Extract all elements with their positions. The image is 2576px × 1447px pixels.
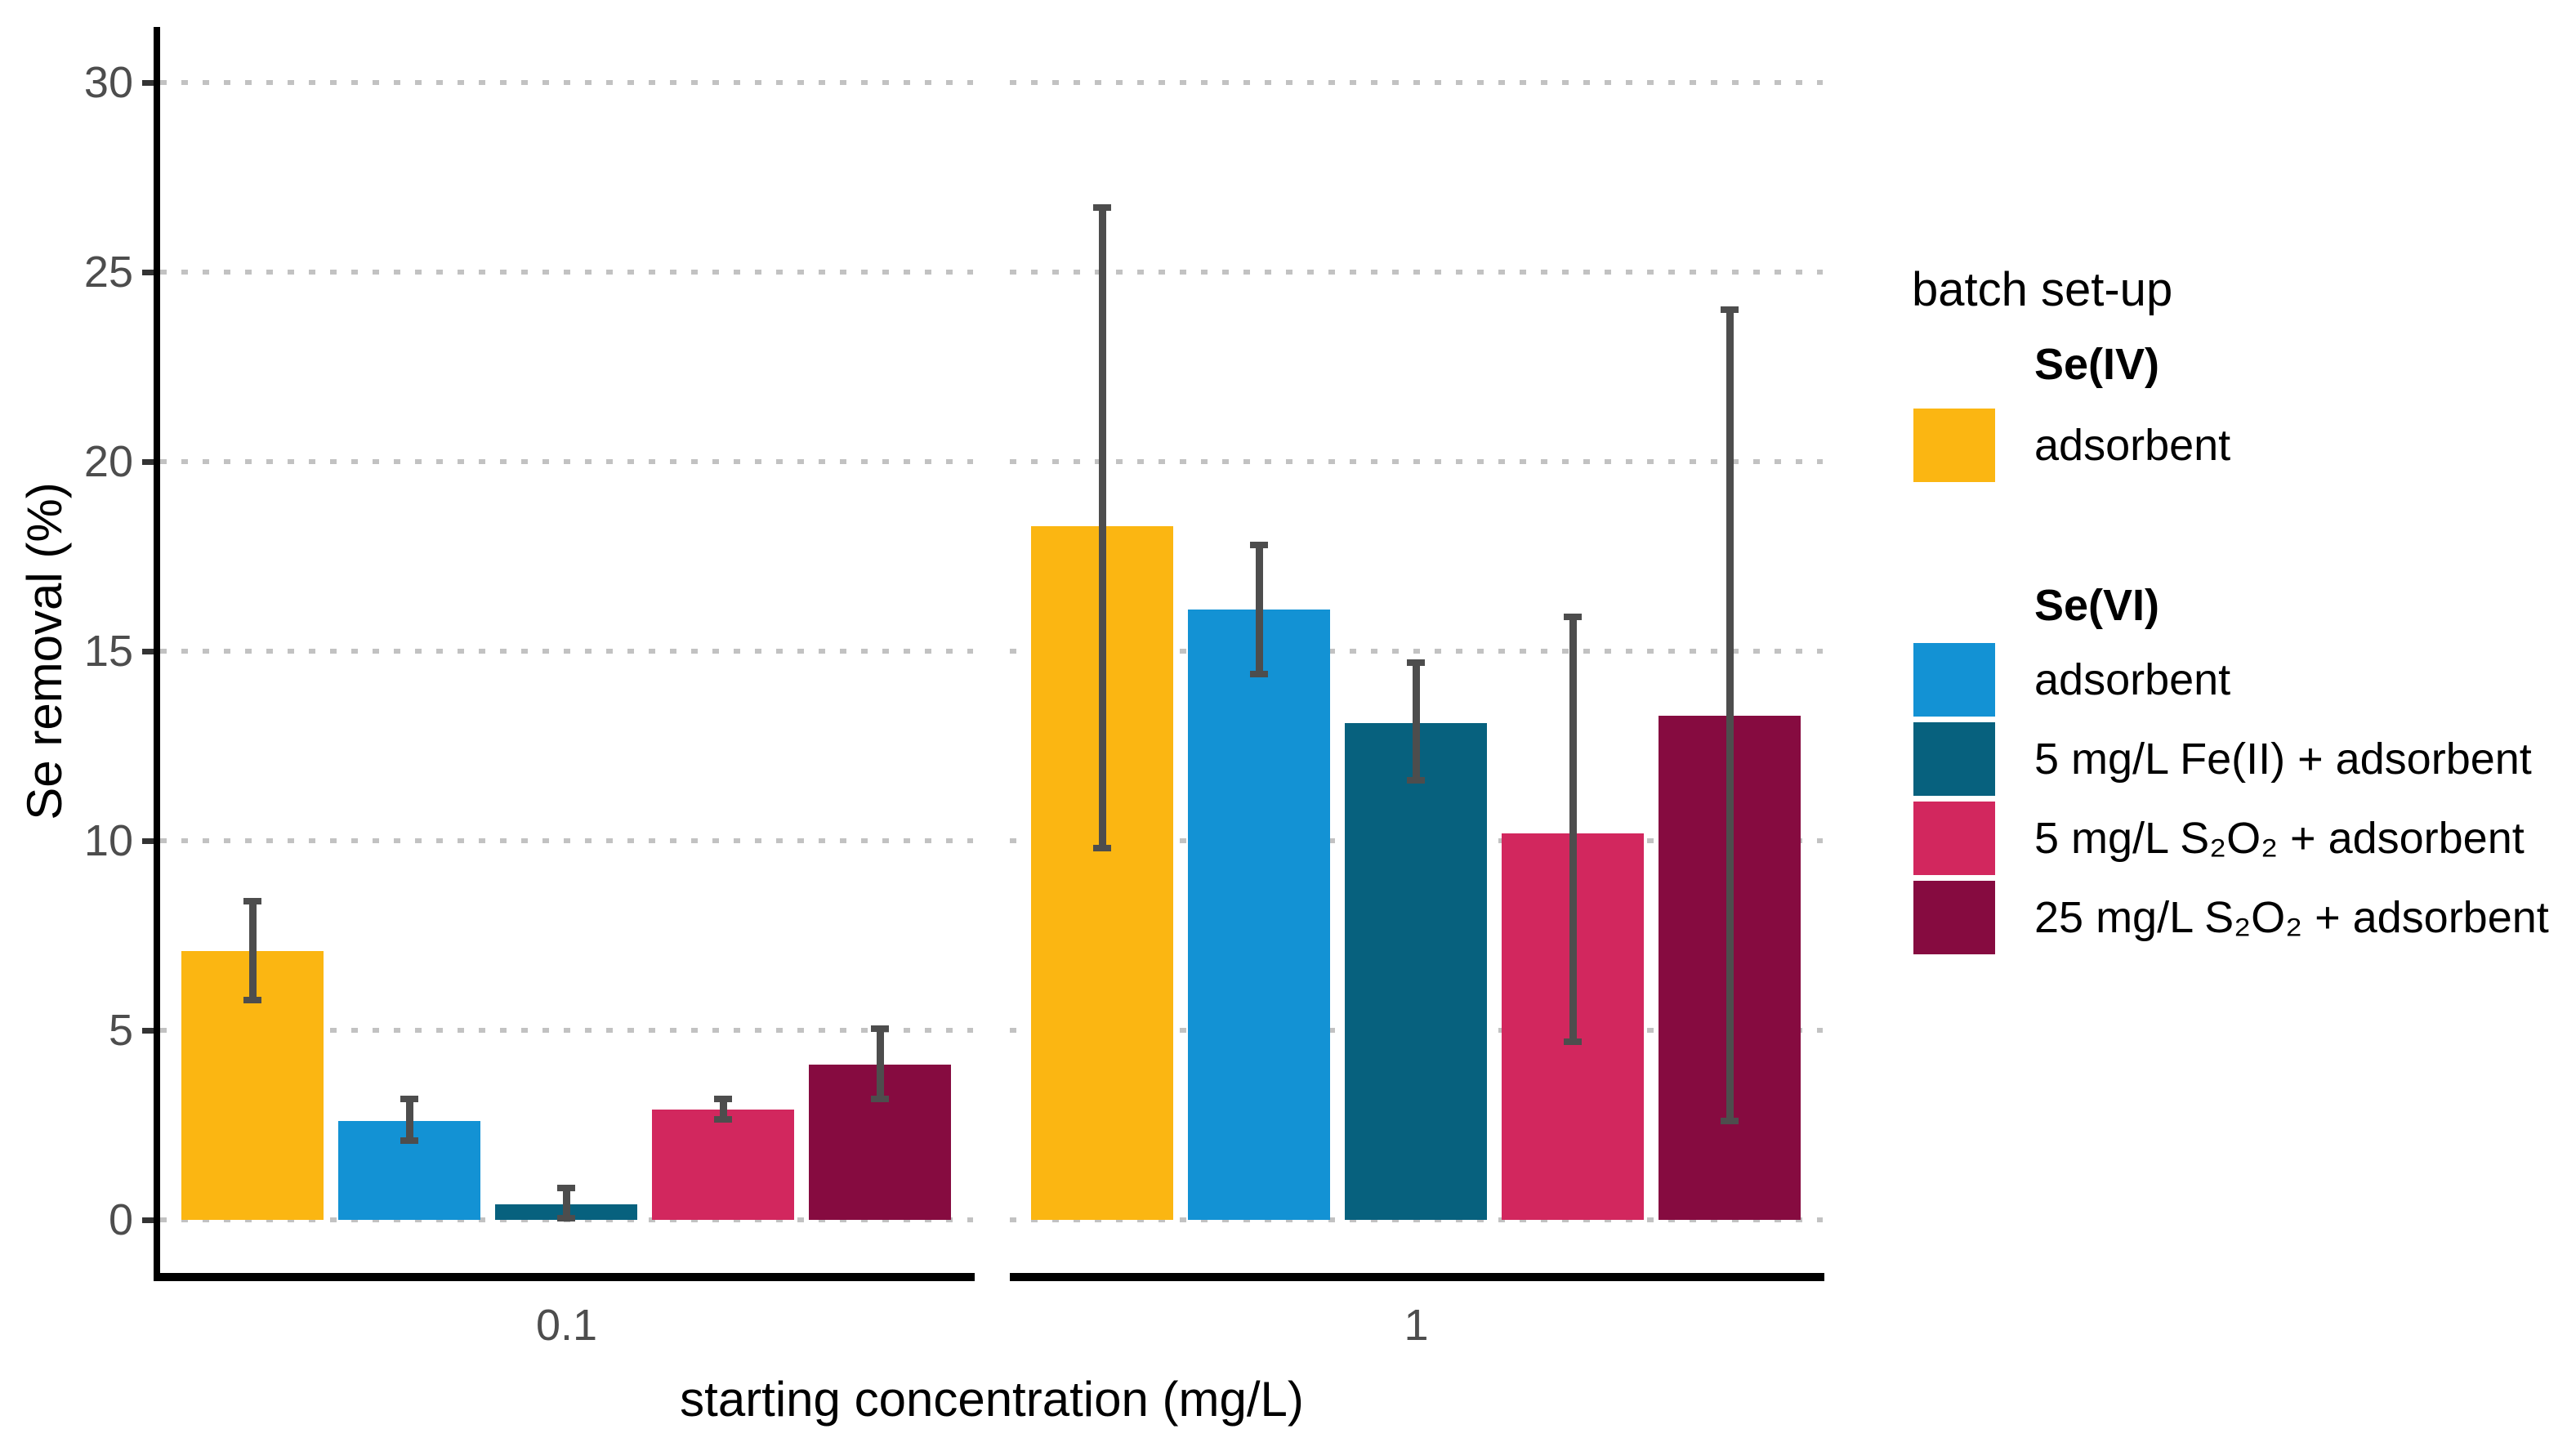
gridline-y20-panel0 [160,459,973,464]
gridline-y15-panel1 [1010,649,1823,654]
error-bar-cap-top [1564,614,1582,621]
y-tick-5 [142,1027,154,1034]
error-bar-cap-bottom [1407,776,1425,784]
error-bar-whisker [876,1028,884,1099]
gridline-y15-panel0 [160,649,973,654]
y-tick-30 [142,79,154,86]
legend-item-label: adsorbent [2034,421,2231,470]
error-bar-cap-top [714,1095,732,1102]
x-tick-label-1: 1 [1404,1301,1429,1350]
error-bar-cap-top [1721,306,1739,314]
legend-items: Se(IV) adsorbent Se(VI) adsorbent 5 mg/L Fe(… [1912,339,2549,954]
legend-swatch [1913,802,1995,875]
gridline-y25-panel0 [160,270,973,275]
error-bar-whisker [405,1098,413,1141]
error-bar-whisker [1098,208,1106,849]
y-axis-line [154,27,160,1281]
legend-swatch [1913,409,1995,482]
error-bar-cap-bottom [871,1095,889,1102]
legend-item: 5 mg/L S₂O₂ + adsorbent [1912,802,2549,875]
gridline-y0-panel1 [1010,1217,1823,1222]
gridline-y20-panel1 [1010,459,1823,464]
error-bar-cap-bottom [1093,845,1111,852]
error-bar-cap-bottom [1564,1038,1582,1045]
error-bar-cap-bottom [714,1116,732,1123]
legend-section-header: Se(IV) [2034,340,2160,389]
error-bar-cap-top [557,1184,575,1191]
error-bar-cap-top [1407,659,1425,666]
legend-title: batch set-up [1912,263,2173,316]
error-bar-cap-top [1093,204,1111,212]
legend-item: adsorbent [1912,643,2549,717]
gridline-y30-panel0 [160,80,973,85]
x-axis-line-panel0 [154,1273,975,1281]
error-bar-whisker [562,1187,570,1218]
error-bar-cap-top [1250,542,1268,549]
y-tick-15 [142,648,154,654]
error-bar-cap-top [871,1025,889,1032]
legend-swatch [1913,643,1995,717]
legend-item: 25 mg/L S₂O₂ + adsorbent [1912,881,2549,954]
legend-item-label: 5 mg/L S₂O₂ + adsorbent [2034,814,2525,863]
y-tick-label-25: 25 [83,248,133,297]
x-axis-title: starting concentration (mg/L) [680,1372,1304,1427]
legend-item-label: 25 mg/L S₂O₂ + adsorbent [2034,893,2549,942]
error-bar-whisker [1412,662,1420,780]
y-tick-label-20: 20 [83,437,133,486]
legend-item-label: adsorbent [2034,655,2231,704]
error-bar-cap-bottom [1250,670,1268,677]
bar-1-5 mg/L Fe(II) + adsorbent [1345,723,1487,1220]
error-bar-whisker [1569,617,1577,1042]
error-bar-whisker [1255,545,1263,674]
y-tick-20 [142,458,154,465]
legend-item-label: 5 mg/L Fe(II) + adsorbent [2034,735,2532,784]
error-bar-cap-bottom [243,996,261,1003]
legend-swatch [1913,881,1995,954]
error-bar-whisker [719,1098,727,1120]
y-tick-label-15: 15 [83,627,133,676]
legend-item: 5 mg/L Fe(II) + adsorbent [1912,722,2549,796]
gridline-y5-panel0 [160,1028,973,1033]
x-axis-line-panel1 [1010,1273,1824,1281]
error-bar-whisker [248,901,257,1000]
gridline-y30-panel1 [1010,80,1823,85]
error-bar-whisker [1726,310,1734,1122]
bar-1-adsorbent [1188,609,1330,1220]
legend: batch set-up Se(IV) adsorbent Se(VI) adsorb… [1912,263,2549,954]
y-tick-label-30: 30 [83,58,133,107]
x-tick-label-0.1: 0.1 [535,1301,598,1350]
legend-swatch [1913,722,1995,796]
error-bar-cap-bottom [1721,1118,1739,1125]
legend-item: adsorbent [1912,409,2549,482]
y-tick-label-10: 10 [83,816,133,865]
error-bar-cap-bottom [400,1137,418,1144]
gridline-y25-panel1 [1010,270,1823,275]
y-tick-10 [142,837,154,844]
legend-section-header: Se(VI) [2034,581,2160,630]
error-bar-cap-bottom [557,1214,575,1221]
error-bar-cap-top [400,1095,418,1102]
y-tick-25 [142,269,154,275]
error-bar-cap-top [243,898,261,905]
bar-0.1-5 mg/L S₂O₂ + adsorbent [652,1110,794,1220]
gridline-y10-panel0 [160,838,973,843]
y-tick-label-0: 0 [108,1195,133,1244]
y-tick-0 [142,1217,154,1223]
y-tick-label-5: 5 [108,1006,133,1055]
